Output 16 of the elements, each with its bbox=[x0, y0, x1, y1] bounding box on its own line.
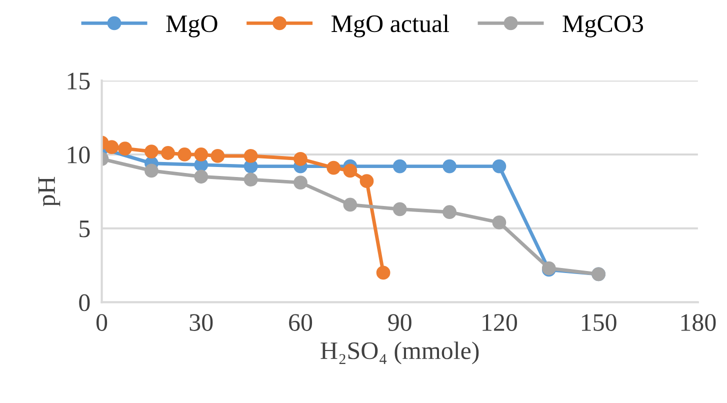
y-tick-label: 0 bbox=[79, 294, 90, 312]
x-tick-label: 60 bbox=[289, 314, 312, 331]
x-tick-label: 120 bbox=[482, 314, 518, 331]
x-tick-label: 150 bbox=[582, 314, 616, 331]
legend-label: MgO bbox=[166, 15, 218, 38]
y-tick-label: 15 bbox=[68, 72, 90, 90]
x-tick-label: 0 bbox=[96, 314, 108, 331]
x-axis-title: H₂SO₄ (mmole) bbox=[320, 342, 479, 364]
y-tick-label: 10 bbox=[68, 146, 90, 164]
legend-label: MgO actual bbox=[332, 14, 450, 38]
y-axis-title: pH bbox=[38, 176, 60, 206]
x-tick-label: 90 bbox=[388, 314, 412, 331]
legend-label: MgCO3 bbox=[562, 15, 644, 38]
y-tick-label: 5 bbox=[80, 220, 90, 238]
x-tick-label: 30 bbox=[190, 314, 213, 331]
x-tick-label: 180 bbox=[681, 314, 716, 331]
